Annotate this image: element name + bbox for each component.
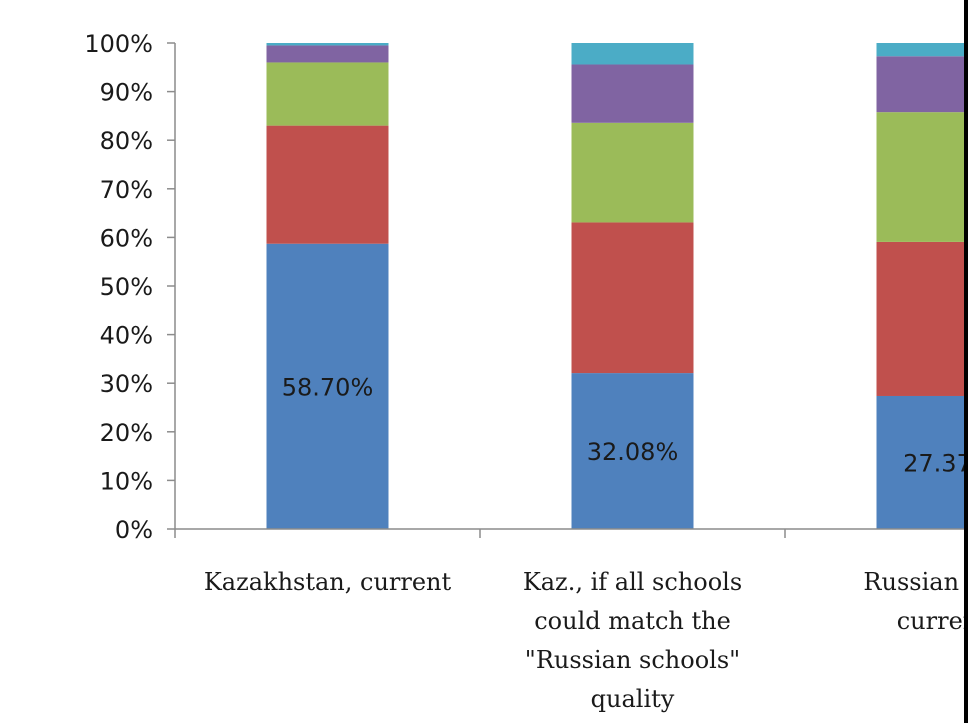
y-tick-label: 100%: [84, 30, 153, 58]
y-tick-label: 60%: [100, 224, 153, 252]
bar-segment: [876, 112, 968, 242]
x-axis: [174, 528, 968, 538]
category-labels: Kazakhstan, current Kaz., if all schools c…: [204, 568, 968, 713]
bar-segment: [876, 43, 968, 57]
bar-segment: [266, 62, 389, 126]
right-edge-border: [964, 0, 968, 723]
y-tick-label: 70%: [100, 176, 153, 204]
bar-segment: [876, 395, 968, 529]
category-label: Kaz., if all schools could match the "Russ…: [523, 568, 742, 713]
category-label: Kazakhstan, current: [204, 568, 452, 596]
bar-segment: [266, 45, 389, 63]
y-axis: 0% 10% 20% 30% 40% 50% 60% 70% 80% 90% 100%: [84, 30, 176, 544]
y-tick-label: 0%: [115, 516, 153, 544]
y-tick-label: 80%: [100, 127, 153, 155]
bar-segment: [571, 122, 694, 223]
bar-segment: [571, 373, 694, 529]
bars: [266, 43, 968, 529]
y-tick-label: 90%: [100, 79, 153, 107]
bar-segment: [876, 241, 968, 396]
bar-segment: [571, 222, 694, 374]
bar-segment: [876, 56, 968, 113]
data-label: 27.37: [903, 449, 968, 477]
bar-segment: [571, 43, 694, 65]
bar-segment: [266, 43, 389, 46]
data-label: 58.70%: [282, 373, 374, 401]
y-tick-label: 20%: [100, 419, 153, 447]
y-tick-label: 40%: [100, 322, 153, 350]
data-label: 32.08%: [587, 438, 679, 466]
bar-segment: [571, 64, 694, 123]
bar-segment: [266, 243, 389, 529]
bar-segment: [266, 125, 389, 244]
y-tick-label: 50%: [100, 273, 153, 301]
category-label: Russian Fedcurren: [863, 568, 968, 635]
y-tick-label: 30%: [100, 370, 153, 398]
data-labels: 58.70% 32.08% 27.37: [282, 373, 968, 477]
y-tick-label: 10%: [100, 467, 153, 495]
